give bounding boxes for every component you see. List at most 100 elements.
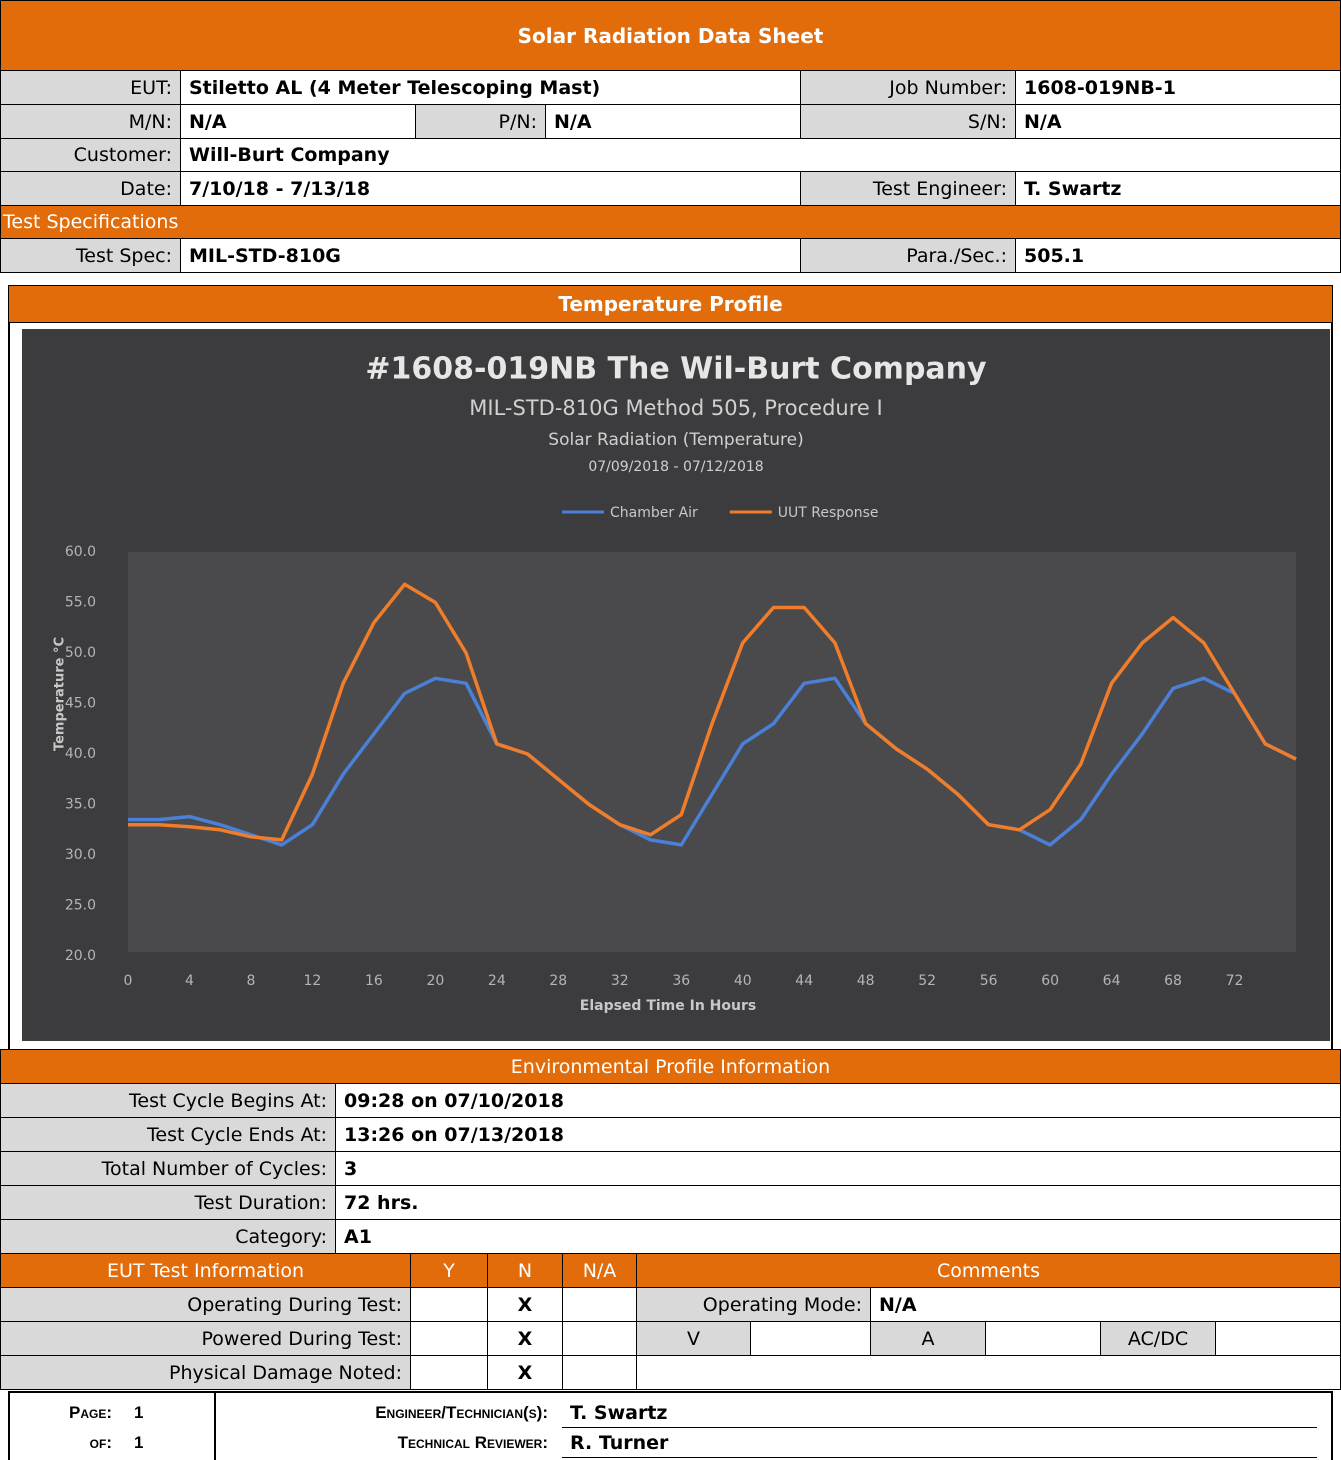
y-tick-label: 45.0 [65,696,96,712]
y-tick-label: 30.0 [65,847,96,863]
field-label: Test Cycle Begins At: [0,1083,336,1118]
empty-cell [562,1321,637,1356]
footer-label: Page: [68,1403,112,1422]
x-tick-label: 40 [734,973,752,989]
field-value: N/A [870,1287,1341,1322]
legend-label: Chamber Air [610,505,698,521]
field-value: N/A [1015,104,1341,139]
field-value: MIL-STD-810G [180,238,801,273]
y-tick-label: 20.0 [65,948,96,964]
y-tick-label: 25.0 [65,898,96,914]
x-tick-label: 28 [549,973,567,989]
field-value: Will-Burt Company [180,138,1341,172]
x-tick-label: 0 [124,973,133,989]
column-header: Comments [636,1253,1341,1288]
field-label: P/N: [415,104,546,139]
footer-divider [214,1393,216,1460]
footer-value: 1 [134,1433,144,1452]
field-label: Test Duration: [0,1185,336,1220]
check-mark: X [487,1355,563,1390]
section-title: Temperature Profile [8,285,1333,323]
x-tick-label: 32 [611,973,629,989]
field-label: AC/DC [1100,1321,1216,1356]
chart-title: #1608-019NB The Wil-Burt Company [365,352,987,387]
x-tick-label: 16 [365,973,383,989]
x-tick-label: 68 [1164,973,1182,989]
footer-label: of: [89,1433,112,1452]
column-header: Y [410,1253,488,1288]
field-value: 72 hrs. [335,1185,1341,1220]
footer-value: T. Swartz [562,1398,1317,1428]
section-title: Environmental Profile Information [0,1049,1341,1084]
empty-cell [410,1355,488,1390]
check-mark: X [487,1321,563,1356]
footer-frame [8,1391,1333,1460]
field-value: A1 [335,1219,1341,1254]
y-axis-label: Temperature °C [53,637,68,751]
field-label: EUT: [0,70,181,105]
footer-label: Engineer/Technician(s): [375,1403,548,1422]
x-tick-label: 44 [795,973,813,989]
row-label: Operating During Test: [0,1287,411,1322]
section-title: Test Specifications [0,205,1341,239]
y-tick-label: 55.0 [65,595,96,611]
field-label: M/N: [0,104,181,139]
legend-label: UUT Response [778,505,879,521]
chart-subtitle: MIL-STD-810G Method 505, Procedure I [469,396,882,420]
field-label: Customer: [0,138,181,172]
x-tick-label: 60 [1041,973,1059,989]
footer-value: 1 [134,1403,144,1422]
y-tick-label: 40.0 [65,746,96,762]
check-mark: X [487,1287,563,1322]
field-value: 1608-019NB-1 [1015,70,1341,105]
field-label: Para./Sec.: [800,238,1016,273]
field-label: Total Number of Cycles: [0,1151,336,1186]
x-tick-label: 72 [1226,973,1244,989]
column-header: N [487,1253,563,1288]
x-tick-label: 24 [488,973,506,989]
column-header: EUT Test Information [0,1253,411,1288]
field-value: N/A [180,104,416,139]
plot-area [128,552,1296,952]
field-value: Stiletto AL (4 Meter Telescoping Mast) [180,70,801,105]
field-label: Test Spec: [0,238,181,273]
empty-cell [410,1287,488,1322]
field-label: Test Cycle Ends At: [0,1117,336,1152]
field-value: N/A [545,104,801,139]
x-tick-label: 8 [246,973,255,989]
field-value: T. Swartz [1015,171,1341,206]
series-line [128,676,1297,847]
y-tick-label: 60.0 [65,544,96,560]
field-label: Test Engineer: [800,171,1016,206]
footer-label: Technical Reviewer: [397,1433,548,1452]
chart-subtitle: Solar Radiation (Temperature) [548,430,803,450]
x-tick-label: 64 [1103,973,1121,989]
x-tick-label: 12 [304,973,322,989]
empty-cell [636,1355,1341,1390]
y-tick-label: 35.0 [65,797,96,813]
x-tick-label: 52 [918,973,936,989]
column-header: N/A [562,1253,637,1288]
field-label: Date: [0,171,181,206]
row-label: Powered During Test: [0,1321,411,1356]
chart-subtitle: 07/09/2018 - 07/12/2018 [588,459,763,475]
x-tick-label: 56 [980,973,998,989]
field-value: 505.1 [1015,238,1341,273]
x-tick-label: 4 [185,973,194,989]
empty-cell [985,1321,1101,1356]
footer-value: R. Turner [562,1428,1317,1458]
y-tick-label: 50.0 [65,645,96,661]
chart: #1608-019NB The Wil-Burt Company MIL-STD… [22,329,1330,1041]
field-label: S/N: [800,104,1016,139]
field-value: 13:26 on 07/13/2018 [335,1117,1341,1152]
x-axis-label: Elapsed Time In Hours [580,998,756,1014]
row-label: Physical Damage Noted: [0,1355,411,1390]
field-value: 3 [335,1151,1341,1186]
empty-cell [410,1321,488,1356]
field-label: V [636,1321,751,1356]
x-tick-label: 36 [672,973,690,989]
field-label: Category: [0,1219,336,1254]
field-label: Operating Mode: [636,1287,871,1322]
